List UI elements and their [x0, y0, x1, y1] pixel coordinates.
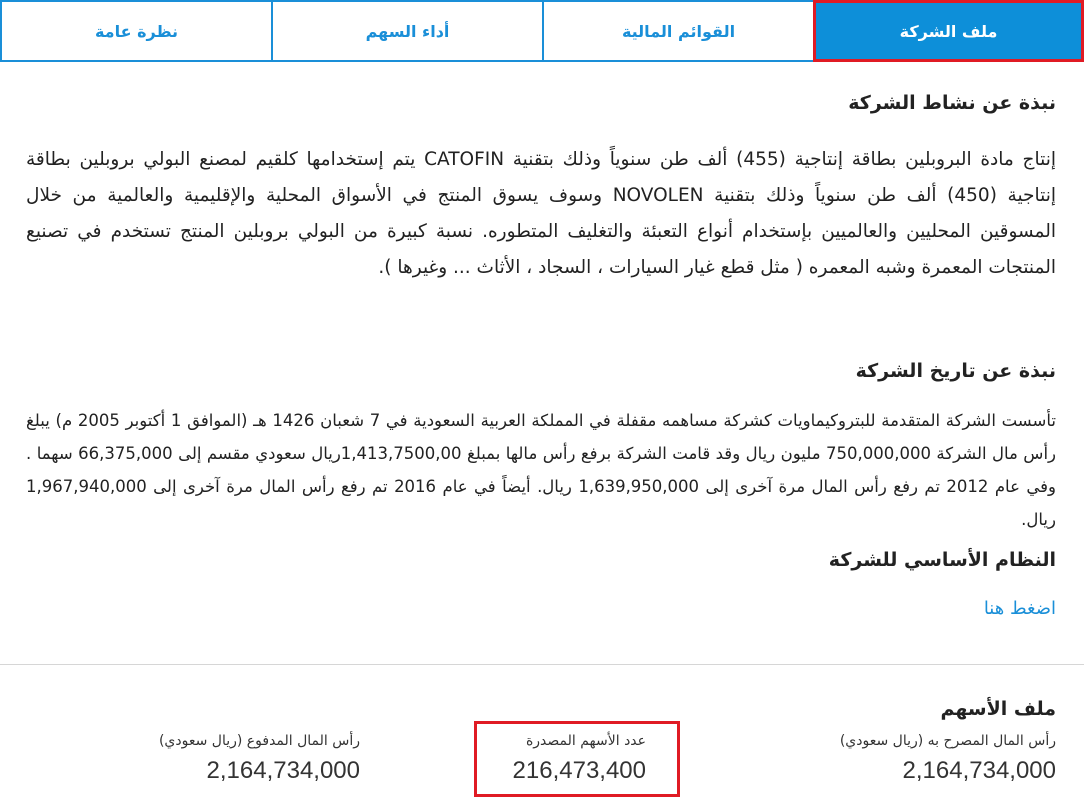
bylaws-title: النظام الأساسي للشركة	[828, 549, 1056, 571]
tab-overview[interactable]: نظرة عامة	[0, 0, 271, 62]
issued-shares: عدد الأسهم المصدرة 216,473,400	[513, 733, 646, 785]
shares-title: ملف الأسهم	[940, 698, 1056, 720]
issued-shares-value: 216,473,400	[512, 757, 646, 784]
tab-financial-statements[interactable]: القوائم المالية	[542, 0, 813, 62]
tab-bar: ملف الشركة القوائم المالية أداء السهم نظ…	[0, 0, 1084, 66]
paid-capital-label: رأس المال المدفوع (ريال سعودي)	[158, 733, 360, 749]
authorized-capital: رأس المال المصرح به (ريال سعودي) 2,164,7…	[840, 733, 1056, 785]
bylaws-link[interactable]: اضغط هنا	[983, 598, 1056, 619]
divider	[0, 664, 1084, 665]
tab-company-profile[interactable]: ملف الشركة	[813, 0, 1084, 62]
authorized-capital-label: رأس المال المصرح به (ريال سعودي)	[839, 733, 1056, 749]
paid-capital: رأس المال المدفوع (ريال سعودي) 2,164,734…	[159, 733, 360, 785]
issued-shares-label: عدد الأسهم المصدرة	[525, 733, 646, 749]
history-title: نبذة عن تاريخ الشركة	[855, 360, 1056, 382]
tab-stock-performance[interactable]: أداء السهم	[271, 0, 542, 62]
paid-capital-value: 2,164,734,000	[206, 757, 360, 784]
authorized-capital-value: 2,164,734,000	[902, 757, 1056, 784]
activity-title: نبذة عن نشاط الشركة	[848, 92, 1056, 114]
history-text: تأسست الشركة المتقدمة للبتروكيماويات كشر…	[26, 411, 1056, 529]
activity-text: إنتاج مادة البروبلين بطاقة إنتاجية (455)…	[26, 149, 1056, 278]
